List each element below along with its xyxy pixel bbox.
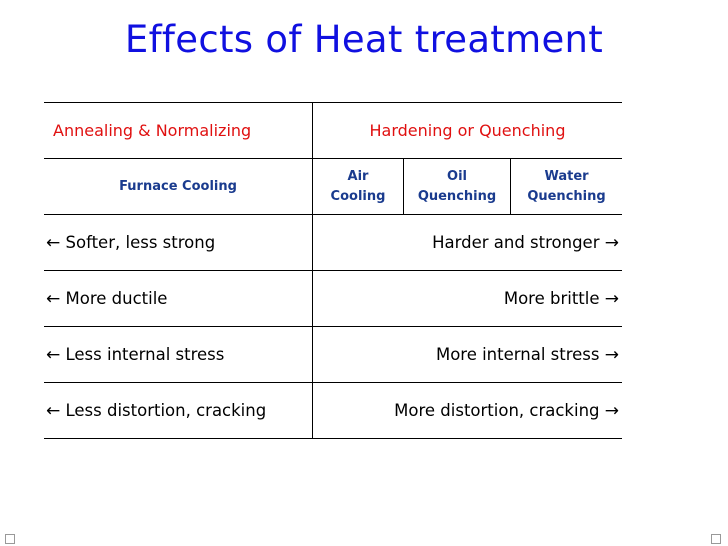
corner-square-right <box>711 534 721 544</box>
row-left-cell: ← Less internal stress <box>46 344 225 365</box>
table-row: ← Softer, less strong Harder and stronge… <box>44 214 622 270</box>
header-row: Annealing & Normalizing Hardening or Que… <box>44 102 622 158</box>
table-row: ← Less distortion, cracking More distort… <box>44 382 622 439</box>
subheader-air-cooling: Air Cooling <box>330 168 386 204</box>
row-right-cell: More internal stress → <box>435 344 619 365</box>
right-arrow-icon: → <box>604 344 619 365</box>
row-left-cell: ← Less distortion, cracking <box>46 400 267 421</box>
corner-square-left <box>5 534 15 544</box>
header-annealing-normalizing: Annealing & Normalizing <box>53 121 252 140</box>
row-right-cell: More distortion, cracking → <box>394 400 619 421</box>
header-hardening-quenching: Hardening or Quenching <box>369 121 566 140</box>
table-row: ← Less internal stress More internal str… <box>44 326 622 382</box>
subheader-water-quenching: Water Quenching <box>527 168 606 204</box>
left-arrow-icon: ← <box>46 288 61 309</box>
left-arrow-icon: ← <box>46 232 61 253</box>
right-arrow-icon: → <box>604 400 619 421</box>
slide-title: Effects of Heat treatment <box>124 18 604 61</box>
subheader-furnace-cooling: Furnace Cooling <box>119 178 237 194</box>
right-arrow-icon: → <box>604 288 619 309</box>
row-left-cell: ← Softer, less strong <box>46 232 216 253</box>
subheader-row: Furnace Cooling Air Cooling Oil Quenchin… <box>44 158 622 214</box>
left-arrow-icon: ← <box>46 344 61 365</box>
subheader-oil-quenching: Oil Quenching <box>417 168 497 204</box>
row-right-cell: Harder and stronger → <box>432 232 619 253</box>
row-left-cell: ← More ductile <box>46 288 168 309</box>
heat-treatment-table: Annealing & Normalizing Hardening or Que… <box>44 102 622 439</box>
right-arrow-icon: → <box>604 232 619 253</box>
table-row: ← More ductile More brittle → <box>44 270 622 326</box>
left-arrow-icon: ← <box>46 400 61 421</box>
row-right-cell: More brittle → <box>503 288 619 309</box>
